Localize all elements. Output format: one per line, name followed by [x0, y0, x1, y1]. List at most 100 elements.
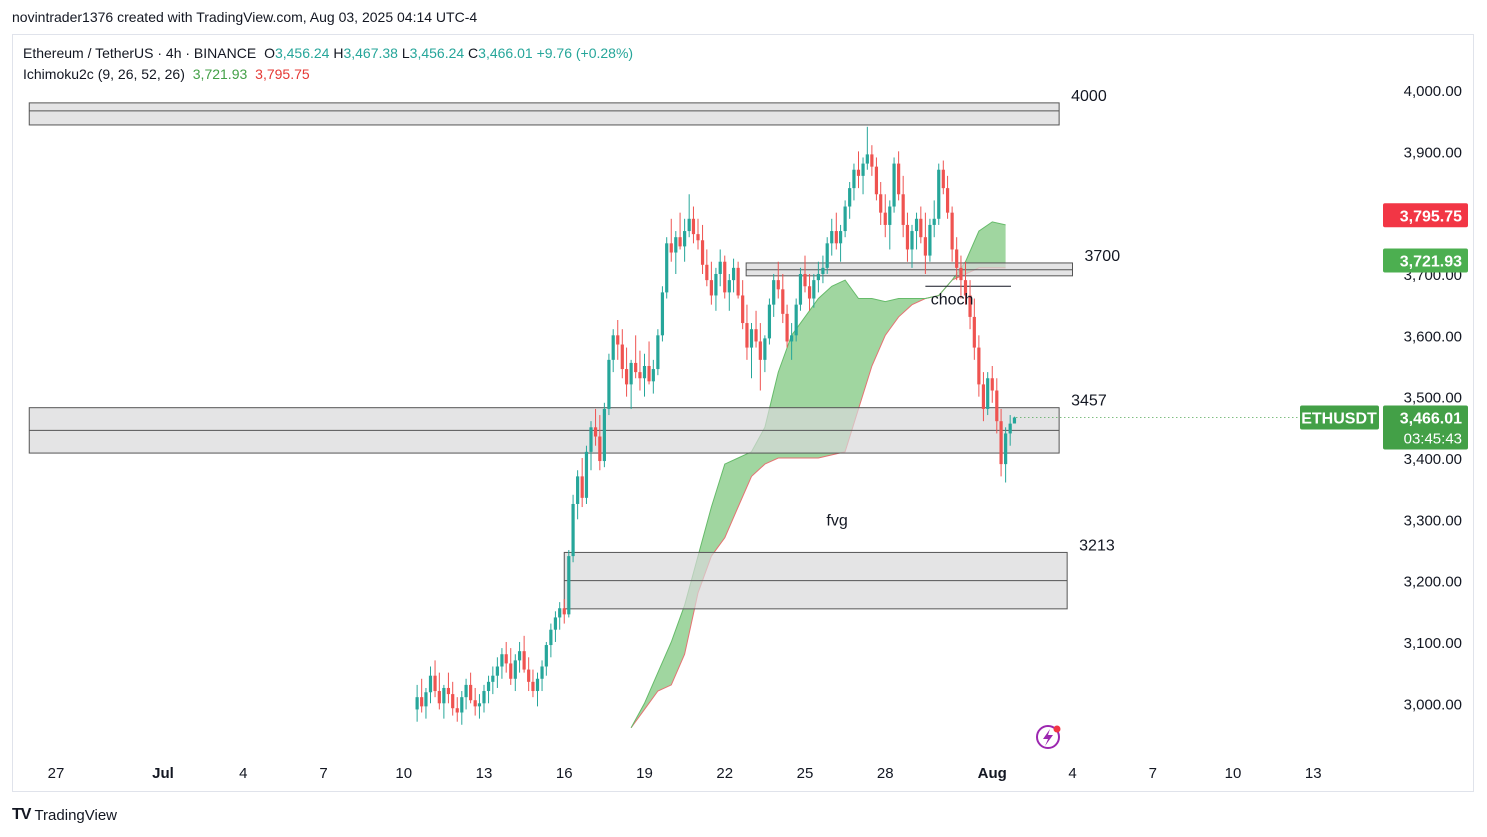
- candle-body: [616, 335, 620, 345]
- y-tick-label: 3,400.00: [1404, 451, 1462, 468]
- candle-body: [567, 556, 571, 615]
- candle-body: [888, 206, 892, 225]
- y-tick-label: 3,100.00: [1404, 635, 1462, 652]
- candle-body: [553, 617, 558, 630]
- candle-body: [611, 335, 615, 360]
- candle-body: [1012, 417, 1017, 424]
- candle-body: [696, 234, 700, 241]
- candle-body: [848, 188, 852, 207]
- candle-body: [830, 231, 834, 244]
- candle-body: [482, 691, 486, 704]
- candle-body: [691, 218, 696, 235]
- candle-body: [959, 267, 963, 281]
- candle-body: [589, 427, 593, 452]
- candle-body: [968, 295, 972, 317]
- x-tick-label: 4: [1068, 765, 1076, 782]
- x-tick-label: Jul: [152, 765, 174, 782]
- candle-body: [790, 335, 794, 342]
- candle-body: [914, 218, 919, 232]
- x-tick-label: 13: [476, 765, 493, 782]
- candle-body: [781, 289, 785, 314]
- close-value: 3,466.01: [478, 45, 533, 61]
- candle-body: [945, 188, 950, 213]
- candle-body: [803, 273, 807, 287]
- candle-body: [879, 194, 883, 213]
- candle-body: [504, 654, 508, 664]
- open-value: 3,456.24: [274, 45, 330, 61]
- candle-body: [861, 163, 865, 176]
- candle-body: [785, 313, 789, 342]
- close-label: C: [468, 45, 479, 61]
- candle-body: [495, 666, 499, 676]
- candle-body: [870, 154, 874, 167]
- candle-body: [843, 206, 847, 232]
- candle-body: [647, 365, 651, 382]
- candle-body: [1004, 433, 1008, 465]
- high-label: H: [333, 45, 344, 61]
- candle-body: [540, 666, 544, 679]
- candle-body: [950, 212, 954, 250]
- candle-body: [576, 476, 580, 504]
- annotation-fvg: fvg: [826, 512, 847, 529]
- candle-body: [424, 692, 428, 707]
- candle-body: [910, 231, 914, 250]
- candle-body: [776, 280, 780, 290]
- price-tag-label: 3,795.75: [1400, 208, 1462, 225]
- candle-body: [834, 231, 838, 244]
- x-tick-label: 28: [877, 765, 894, 782]
- candle-body: [598, 436, 602, 462]
- price-tag-box: [1383, 248, 1468, 273]
- candle-body: [812, 280, 816, 299]
- candle-body: [642, 365, 647, 379]
- candle-body: [442, 687, 446, 704]
- indicator-legend[interactable]: Ichimoku2c (9, 26, 52, 26) 3,721.93 3,79…: [23, 66, 310, 82]
- candle-body: [821, 267, 825, 274]
- candle-body: [624, 369, 629, 385]
- price-tag-label: 3,721.93: [1400, 254, 1462, 271]
- candle-body: [977, 347, 981, 385]
- lightning-icon[interactable]: [1036, 725, 1061, 749]
- symbol-legend[interactable]: Ethereum / TetherUS · 4h · BINANCE O3,45…: [23, 45, 633, 61]
- candle-body: [955, 249, 959, 268]
- candle-body: [674, 237, 678, 253]
- candle-body: [928, 224, 932, 256]
- candle-body: [562, 608, 566, 615]
- price-tag-box: [1383, 203, 1468, 228]
- candle-body: [607, 359, 611, 409]
- x-tick-label: 16: [556, 765, 573, 782]
- candle-body: [651, 369, 655, 382]
- candle-body: [678, 237, 682, 247]
- candle-body: [669, 243, 673, 253]
- last-price-label: 3,466.01: [1400, 410, 1462, 427]
- candle-body: [656, 335, 660, 370]
- candle-body: [937, 169, 941, 219]
- candle-body: [856, 169, 861, 176]
- x-tick-label: 10: [1225, 765, 1242, 782]
- candle-body: [451, 694, 455, 709]
- candle-body: [995, 390, 999, 422]
- candle-body: [807, 286, 812, 299]
- author-line: novintrader1376 created with TradingView…: [12, 9, 478, 25]
- candle-body: [420, 697, 424, 707]
- candle-body: [883, 212, 887, 225]
- candle-body: [816, 273, 820, 281]
- candle-body: [798, 273, 803, 305]
- x-tick-label: 25: [797, 765, 814, 782]
- candle-body: [745, 323, 749, 348]
- candle-body: [923, 237, 927, 256]
- candle-body: [558, 608, 562, 618]
- symbol-tag-label: ETHUSDT: [1301, 410, 1377, 427]
- zone-box-4000: [28, 102, 1060, 126]
- candle-body: [486, 681, 491, 692]
- candle-body: [919, 218, 923, 238]
- footer-brand[interactable]: TV TradingView: [12, 806, 117, 824]
- candle-body: [941, 169, 945, 189]
- symbol-tag-box: [1300, 405, 1379, 430]
- x-tick-label: 4: [239, 765, 247, 782]
- candle-body: [665, 243, 669, 293]
- x-tick-label: 22: [716, 765, 733, 782]
- candle-body: [741, 295, 745, 324]
- candle-body: [767, 304, 772, 339]
- indicator-name: Ichimoku2c (9, 26, 52, 26): [23, 66, 185, 82]
